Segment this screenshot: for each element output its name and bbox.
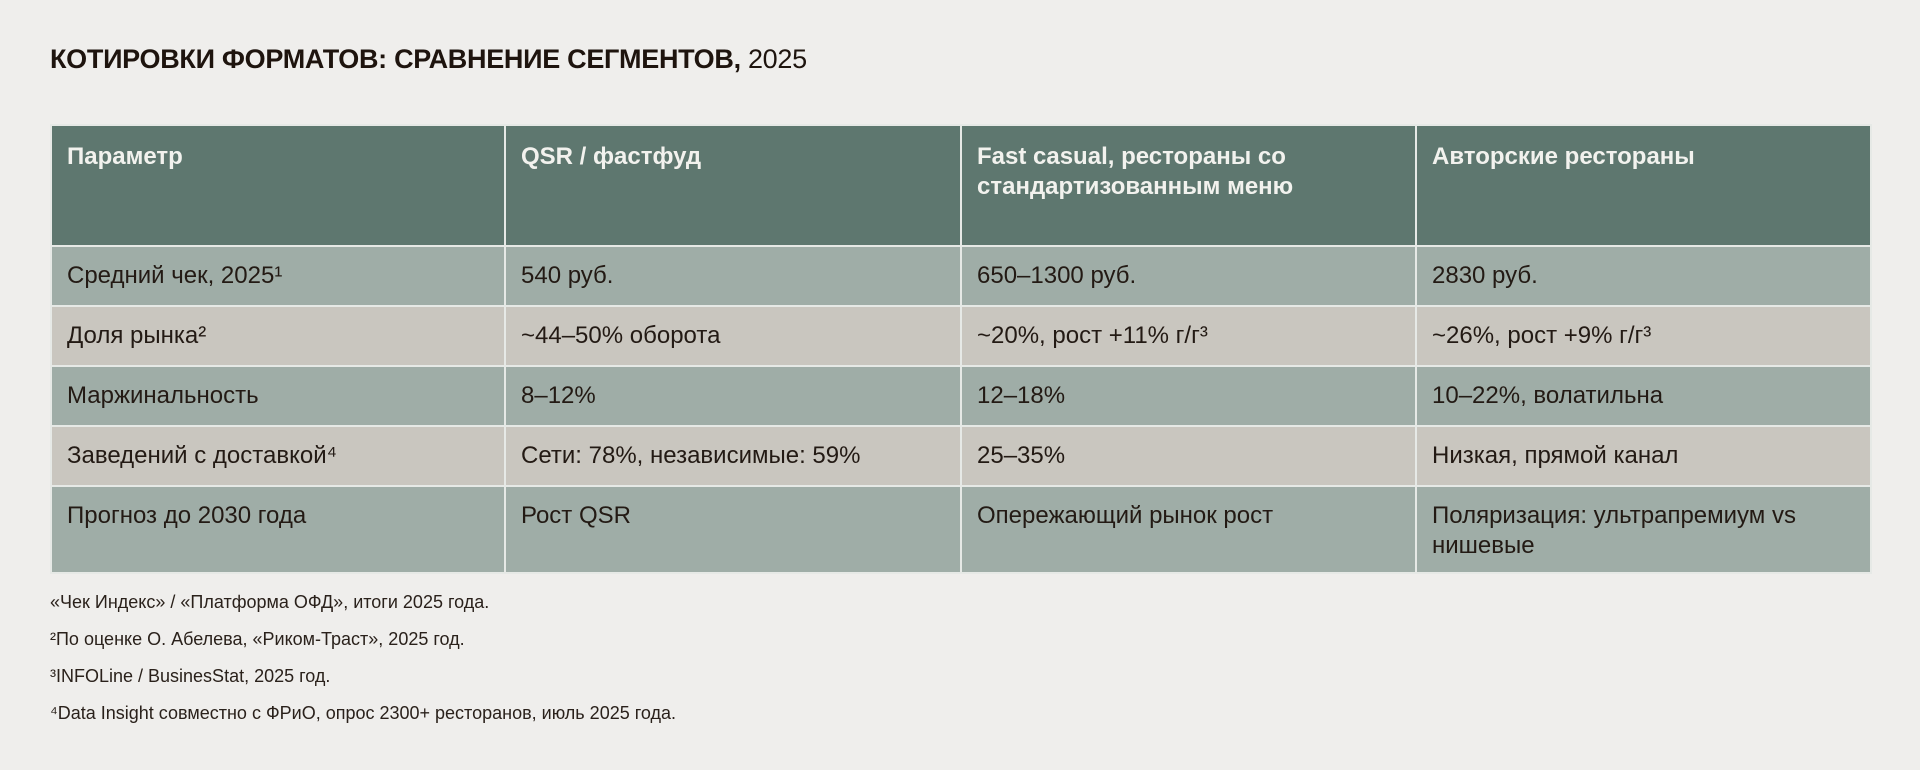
table-row: Прогноз до 2030 года Рост QSR Опережающи… [50,485,1872,574]
cell-author: 10–22%, волатильна [1415,365,1872,427]
cell-author: ~26%, рост +9% г/г³ [1415,305,1872,367]
footnote: «Чек Индекс» / «Платформа ОФД», итоги 20… [50,592,490,612]
cell-fast-casual: ~20%, рост +11% г/г³ [960,305,1417,367]
cell-fast-casual: 12–18% [960,365,1417,427]
table-row: Доля рынка² ~44–50% оборота ~20%, рост +… [50,305,1872,367]
header-author-restaurants: Авторские рестораны [1415,124,1872,247]
table-row: Средний чек, 2025¹ 540 руб. 650–1300 руб… [50,245,1872,307]
header-fast-casual: Fast casual, рестораны со стандартизован… [960,124,1417,247]
table-row: Маржинальность 8–12% 12–18% 10–22%, вола… [50,365,1872,427]
cell-qsr: Сети: 78%, независимые: 59% [504,425,962,487]
title-year: 2025 [747,44,807,74]
footnote: ⁴Data Insight совместно с ФРиО, опрос 23… [50,703,677,723]
cell-qsr: ~44–50% оборота [504,305,962,367]
table-header-row: Параметр QSR / фастфуд Fast casual, рест… [50,124,1872,247]
page-title: КОТИРОВКИ ФОРМАТОВ: СРАВНЕНИЕ СЕГМЕНТОВ,… [50,44,807,75]
cell-parameter: Заведений с доставкой⁴ [50,425,506,487]
footnote: ²По оценке О. Абелева, «Риком-Траст», 20… [50,629,465,649]
cell-parameter: Маржинальность [50,365,506,427]
cell-fast-casual: Опережающий рынок рост [960,485,1417,574]
cell-qsr: Рост QSR [504,485,962,574]
header-qsr: QSR / фастфуд [504,124,962,247]
cell-parameter: Доля рынка² [50,305,506,367]
footnotes: «Чек Индекс» / «Платформа ОФД», итоги 20… [50,590,676,738]
cell-parameter: Прогноз до 2030 года [50,485,506,574]
cell-parameter: Средний чек, 2025¹ [50,245,506,307]
comparison-table: Параметр QSR / фастфуд Fast casual, рест… [50,124,1872,574]
cell-author: Низкая, прямой канал [1415,425,1872,487]
cell-fast-casual: 25–35% [960,425,1417,487]
cell-author: 2830 руб. [1415,245,1872,307]
cell-fast-casual: 650–1300 руб. [960,245,1417,307]
table-row: Заведений с доставкой⁴ Сети: 78%, незави… [50,425,1872,487]
cell-qsr: 540 руб. [504,245,962,307]
cell-qsr: 8–12% [504,365,962,427]
footnote: ³INFOLine / BusinesStat, 2025 год. [50,666,331,686]
cell-author: Поляризация: ультрапремиум vs нишевые [1415,485,1872,574]
header-parameter: Параметр [50,124,506,247]
title-main: КОТИРОВКИ ФОРМАТОВ: СРАВНЕНИЕ СЕГМЕНТОВ, [50,44,741,74]
